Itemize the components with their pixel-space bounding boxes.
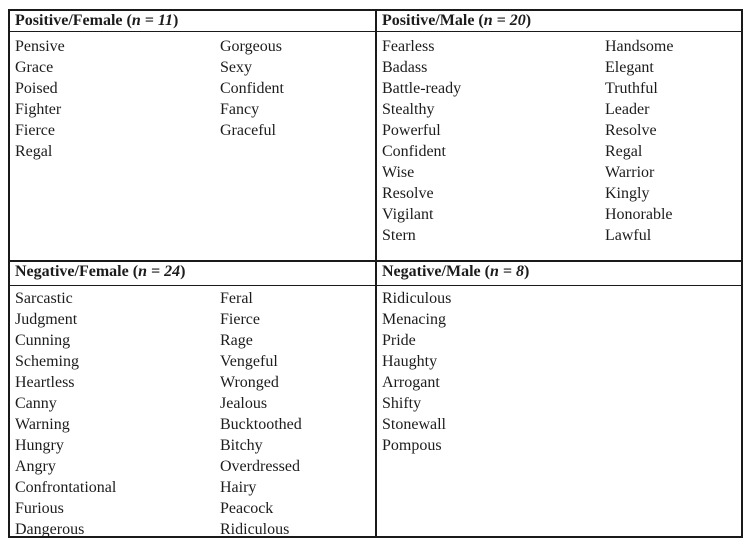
word-item: Dangerous [15, 521, 85, 536]
header-positive-male: Positive/Male (n = 20) [375, 11, 741, 32]
word-item: Arrogant [382, 374, 440, 391]
word-item: Judgment [15, 311, 78, 328]
word-list-positive-male-col1: Fearless Badass Battle-ready Stealthy Powerf… [382, 36, 605, 246]
word-item: Badass [382, 59, 428, 76]
word-item: Peacock [220, 500, 274, 517]
word-item: Regal [15, 143, 53, 160]
header-text-close: ) [525, 12, 532, 29]
word-item: Rage [220, 332, 253, 349]
header-text: Positive/Female ( [15, 12, 132, 29]
word-item: Warrior [605, 164, 655, 181]
header-text: Negative/Male ( [382, 263, 490, 280]
word-item: Vigilant [382, 206, 434, 223]
word-item: Confident [382, 143, 446, 160]
header-n-count: n = 11 [131, 12, 173, 29]
word-item: Stealthy [382, 101, 435, 118]
word-item: Stern [382, 227, 416, 244]
word-item: Graceful [220, 122, 276, 139]
word-item: Pensive [15, 38, 65, 55]
word-item: Truthful [605, 80, 658, 97]
word-item: Fancy [220, 101, 260, 118]
word-item: Regal [605, 143, 643, 160]
descriptor-word-table: Positive/Female (n = 11) Positive/Male (… [8, 9, 743, 538]
word-item: Stonewall [382, 416, 446, 433]
word-item: Angry [15, 458, 56, 475]
word-item: Kingly [605, 185, 650, 202]
word-item: Sarcastic [15, 290, 73, 307]
word-item: Poised [15, 80, 58, 97]
word-item: Wise [382, 164, 415, 181]
header-n-count: n = 20 [483, 12, 526, 29]
header-positive-female: Positive/Female (n = 11) [10, 11, 375, 32]
word-item: Canny [15, 395, 57, 412]
word-item: Bitchy [220, 437, 263, 454]
word-item: Overdressed [220, 458, 300, 475]
word-item: Sexy [220, 59, 252, 76]
word-item: Ridiculous [382, 290, 452, 307]
quadrant-positive-female: Pensive Grace Poised Fighter Fierce Regal Gor… [10, 32, 375, 262]
quadrant-negative-female: Sarcastic Judgment Cunning Scheming Heartles… [10, 286, 375, 536]
word-item: Menacing [382, 311, 446, 328]
word-item: Pompous [382, 437, 442, 454]
word-item: Warning [15, 416, 70, 433]
header-text: Positive/Male ( [382, 12, 484, 29]
word-item: Hairy [220, 479, 257, 496]
word-item: Handsome [605, 38, 674, 55]
word-list-positive-female-col2: Gorgeous Sexy Confident Fancy Graceful [220, 36, 284, 141]
word-item: Ridiculous [220, 521, 290, 536]
word-item: Honorable [605, 206, 673, 223]
word-item: Confident [220, 80, 284, 97]
header-text-close: ) [523, 263, 530, 280]
header-negative-female: Negative/Female (n = 24) [10, 262, 375, 286]
word-item: Lawful [605, 227, 652, 244]
quadrant-negative-male: Ridiculous Menacing Pride Haughty Arrogant Sh… [375, 286, 741, 536]
word-list-positive-male-col2: Handsome Elegant Truthful Leader Resolve Rega… [605, 36, 673, 246]
header-negative-male: Negative/Male (n = 8) [375, 262, 741, 286]
word-item: Feral [220, 290, 253, 307]
header-n-count: n = 8 [489, 263, 524, 280]
word-item: Hungry [15, 437, 64, 454]
word-item: Confrontational [15, 479, 117, 496]
header-text: Negative/Female ( [15, 263, 139, 280]
word-item: Haughty [382, 353, 438, 370]
word-item: Jealous [220, 395, 268, 412]
word-item: Shifty [382, 395, 422, 412]
word-list-negative-female-col1: Sarcastic Judgment Cunning Scheming Heartles… [15, 288, 220, 536]
word-item: Fighter [15, 101, 62, 118]
word-item: Cunning [15, 332, 71, 349]
word-item: Pride [382, 332, 416, 349]
word-item: Scheming [15, 353, 79, 370]
header-text-close: ) [180, 263, 186, 280]
word-item: Leader [605, 101, 650, 118]
word-item: Bucktoothed [220, 416, 302, 433]
word-item: Grace [15, 59, 54, 76]
word-item: Fierce [15, 122, 55, 139]
word-item: Fearless [382, 38, 435, 55]
word-list-negative-female-col2: Feral Fierce Rage Vengeful Wronged Jealous Buc… [220, 288, 302, 536]
word-item: Resolve [605, 122, 657, 139]
word-item: Elegant [605, 59, 654, 76]
word-item: Fierce [220, 311, 260, 328]
header-n-count: n = 24 [138, 263, 181, 280]
word-item: Wronged [220, 374, 279, 391]
word-item: Heartless [15, 374, 75, 391]
word-item: Battle-ready [382, 80, 462, 97]
word-list-negative-male-col1: Ridiculous Menacing Pride Haughty Arrogant Sh… [382, 288, 605, 456]
word-item: Resolve [382, 185, 434, 202]
quadrant-positive-male: Fearless Badass Battle-ready Stealthy Powerf… [375, 32, 741, 262]
word-item: Furious [15, 500, 64, 517]
header-text-close: ) [172, 12, 179, 29]
word-item: Gorgeous [220, 38, 282, 55]
word-item: Powerful [382, 122, 441, 139]
word-list-positive-female-col1: Pensive Grace Poised Fighter Fierce Regal [15, 36, 220, 162]
word-item: Vengeful [220, 353, 278, 370]
